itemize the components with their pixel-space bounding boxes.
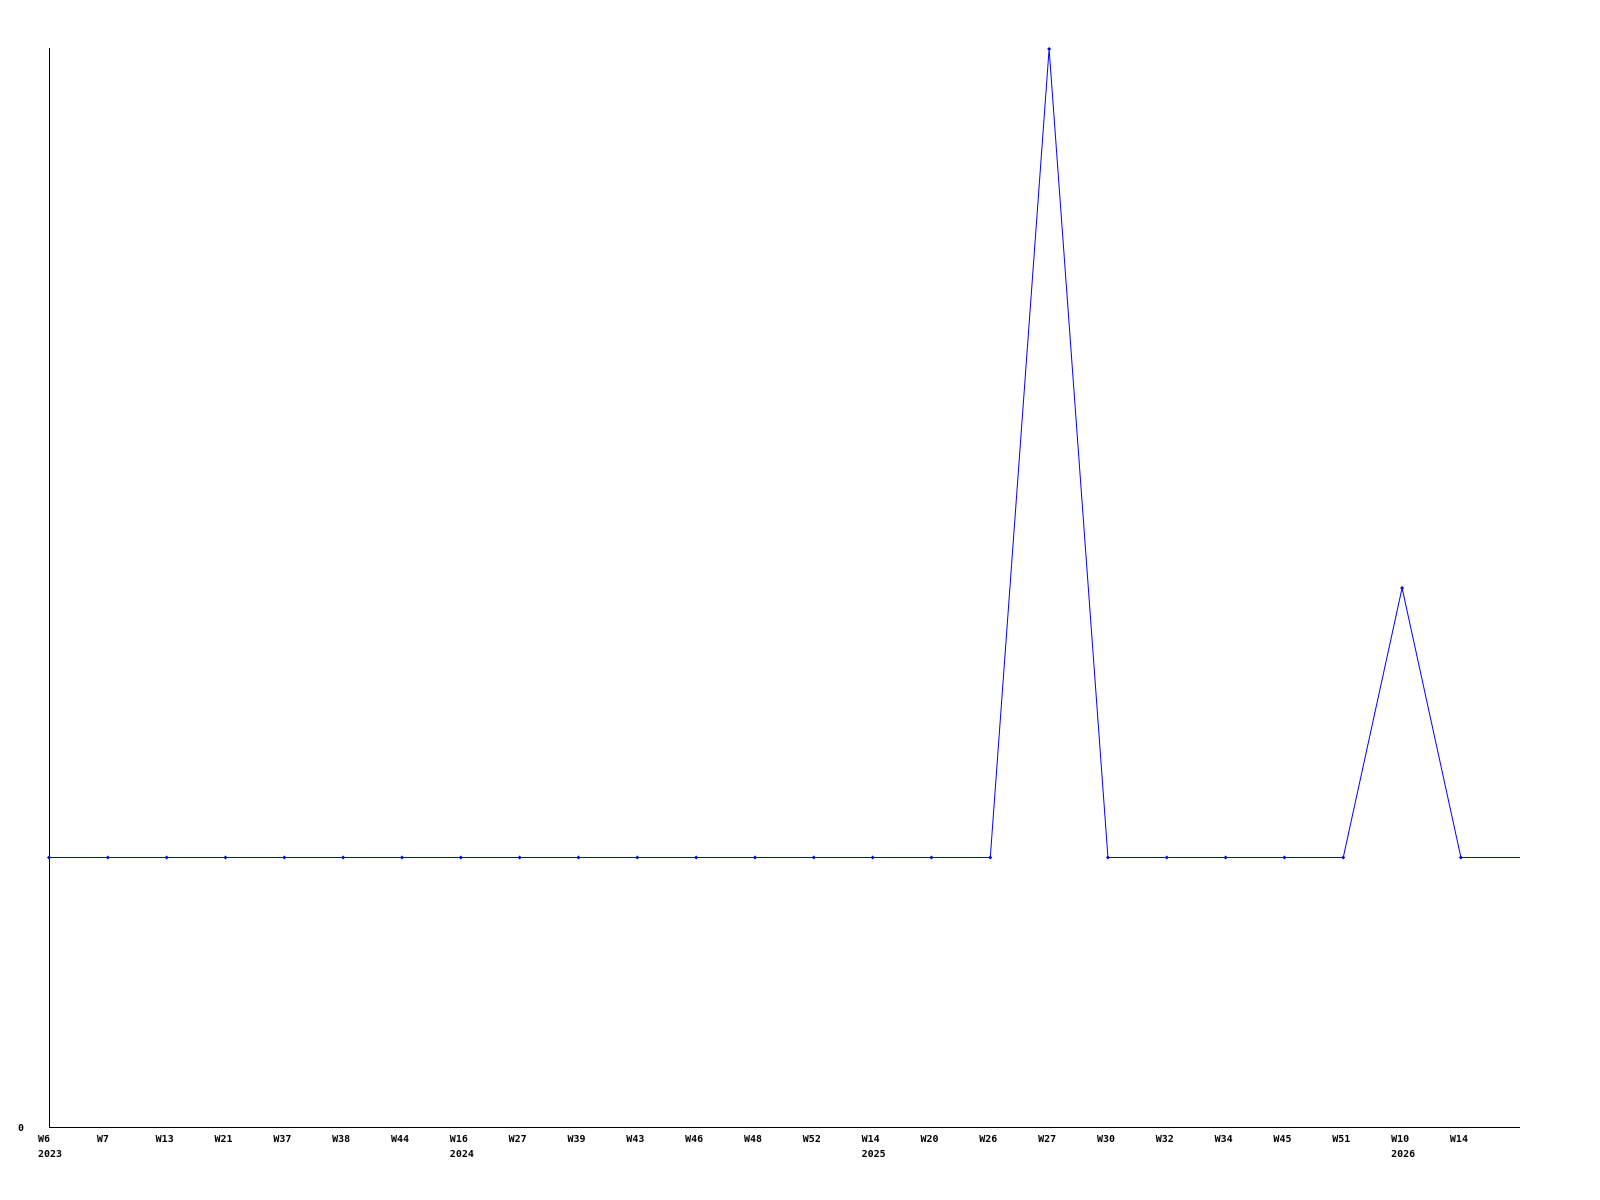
x-tick-label: W45 <box>1273 1134 1291 1145</box>
x-tick-label: W14 <box>1450 1134 1468 1145</box>
data-point <box>1400 586 1405 590</box>
data-point <box>752 855 757 860</box>
x-tick-label: W51 <box>1332 1134 1350 1145</box>
x-tick-label: W39 <box>567 1134 585 1145</box>
x-tick-label: W43 <box>626 1134 644 1145</box>
data-point <box>635 855 640 860</box>
data-point <box>1047 47 1052 51</box>
data-point <box>517 855 522 860</box>
data-point <box>458 855 463 860</box>
x-tick-label: W48 <box>744 1134 762 1145</box>
x-tick-label: W32 <box>1156 1134 1174 1145</box>
data-point <box>929 855 934 860</box>
data-point <box>988 855 993 860</box>
series-line <box>49 48 1520 858</box>
x-tick-label: W26 <box>979 1134 997 1145</box>
x-tick-label: W30 <box>1097 1134 1115 1145</box>
x-year-label: 2026 <box>1391 1149 1415 1160</box>
data-point <box>1164 855 1169 860</box>
x-tick-label: W38 <box>332 1134 350 1145</box>
y-tick-label: 0 <box>18 1123 24 1134</box>
data-point <box>576 855 581 860</box>
data-point <box>223 855 228 860</box>
data-point <box>164 855 169 860</box>
data-point <box>1282 855 1287 860</box>
data-point <box>341 855 346 860</box>
x-year-label: 2025 <box>862 1149 886 1160</box>
x-tick-label: W27 <box>509 1134 527 1145</box>
x-year-label: 2023 <box>38 1149 62 1160</box>
x-tick-label: W21 <box>214 1134 232 1145</box>
x-tick-label: W14 <box>862 1134 880 1145</box>
x-tick-label: W10 <box>1391 1134 1409 1145</box>
data-point <box>47 855 51 860</box>
data-point <box>870 855 875 860</box>
data-point <box>1223 855 1228 860</box>
data-point <box>1458 855 1463 860</box>
data-point <box>105 855 110 860</box>
data-point <box>399 855 404 860</box>
data-point <box>811 855 816 860</box>
x-tick-label: W46 <box>685 1134 703 1145</box>
x-tick-label: W52 <box>803 1134 821 1145</box>
data-point <box>282 855 287 860</box>
x-tick-label: W13 <box>156 1134 174 1145</box>
x-tick-label: W7 <box>97 1134 109 1145</box>
x-tick-label: W16 <box>450 1134 468 1145</box>
x-tick-label: W6 <box>38 1134 50 1145</box>
data-point <box>1341 855 1346 860</box>
data-point <box>1105 855 1110 860</box>
x-tick-label: W27 <box>1038 1134 1056 1145</box>
data-point <box>694 855 699 860</box>
x-tick-label: W20 <box>920 1134 938 1145</box>
x-tick-label: W44 <box>391 1134 409 1145</box>
x-tick-label: W37 <box>273 1134 291 1145</box>
x-year-label: 2024 <box>450 1149 474 1160</box>
x-tick-label: W34 <box>1215 1134 1233 1145</box>
